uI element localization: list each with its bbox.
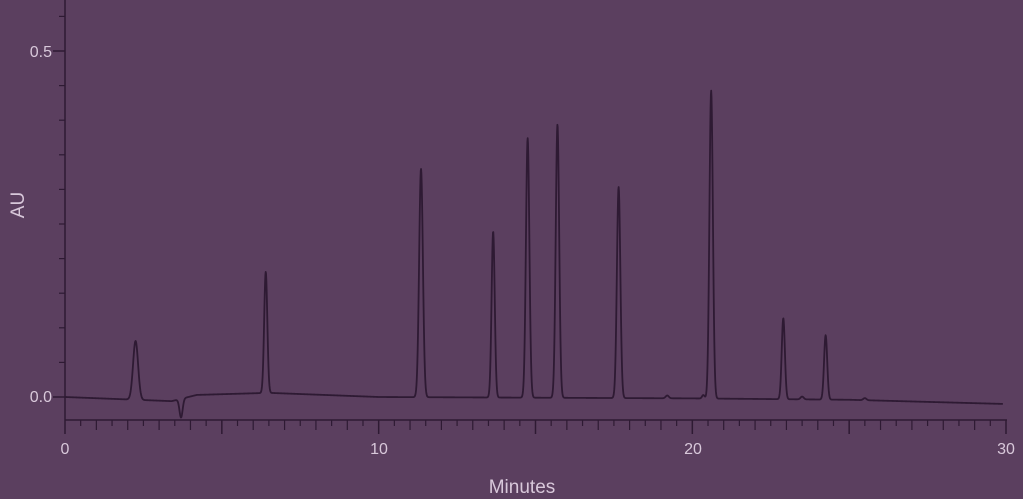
x-tick-label-10: 10 (370, 441, 388, 458)
y-tick-label-0-5: 0.5 (30, 44, 52, 61)
chromatogram-trace (64, 89, 1004, 419)
x-axis-title: Minutes (489, 477, 556, 498)
y-axis-title: AU (8, 192, 29, 218)
y-tick-label-0-0: 0.0 (30, 389, 52, 406)
x-tick-label-30: 30 (997, 441, 1015, 458)
axes (53, 0, 1007, 434)
x-axis-ticks (64, 420, 1007, 434)
x-tick-label-20: 20 (684, 441, 702, 458)
y-axis-ticks (53, 15, 65, 398)
x-tick-label-0: 0 (61, 441, 70, 458)
